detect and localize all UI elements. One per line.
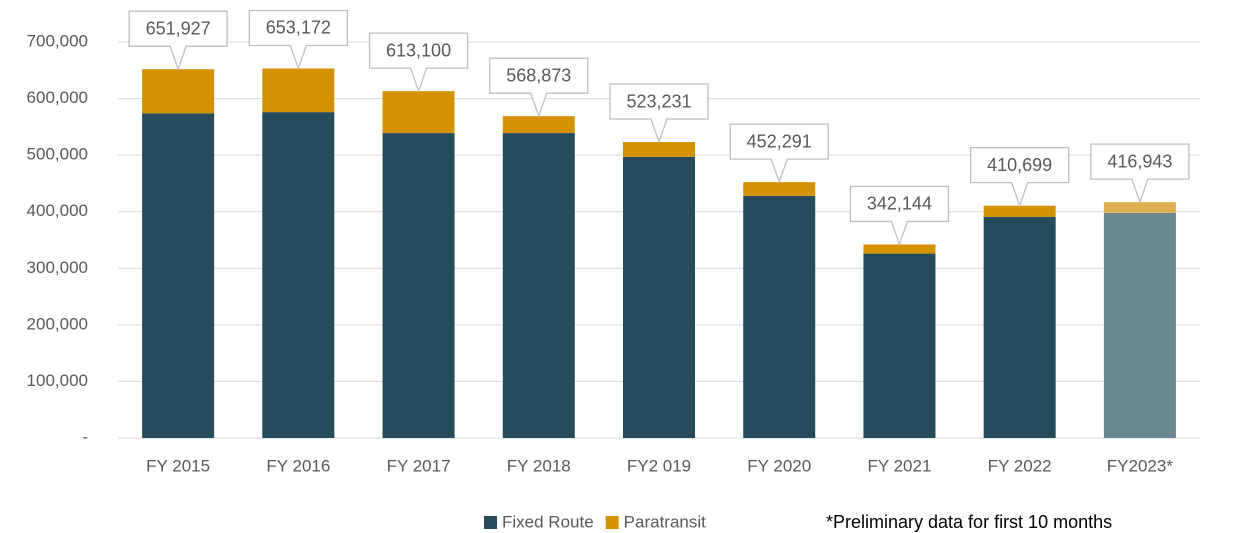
y-tick-label: 200,000 — [27, 314, 88, 333]
legend-label: Paratransit — [624, 512, 706, 531]
callout-box — [128, 10, 228, 72]
callout-box — [489, 57, 589, 119]
total-label: 613,100 — [386, 40, 451, 60]
bar-segment — [1103, 212, 1176, 438]
x-tick-label: FY2023* — [1107, 456, 1174, 475]
y-tick-label: - — [82, 427, 88, 446]
callout-box — [849, 185, 950, 247]
total-label: 568,873 — [506, 65, 571, 85]
x-tick-label: FY 2018 — [507, 456, 571, 475]
y-tick-label: 400,000 — [27, 201, 88, 220]
bar-segment — [142, 113, 215, 438]
callout-box — [609, 83, 709, 144]
bar-segment — [1103, 202, 1176, 213]
legend-swatch — [605, 516, 619, 529]
bar-segment — [863, 253, 936, 438]
note: *Preliminary data for first 10 months — [826, 512, 1112, 532]
total-label: 452,291 — [747, 131, 812, 151]
callout-box — [368, 32, 469, 94]
y-tick-label: 600,000 — [27, 88, 88, 107]
bar-segment — [382, 91, 455, 134]
x-tick-label: FY 2021 — [867, 456, 931, 475]
callout-box — [1090, 143, 1190, 205]
y-tick-label: 500,000 — [27, 145, 88, 164]
legend-swatch — [484, 516, 497, 529]
total-label: 410,699 — [987, 155, 1052, 175]
bar-segment — [262, 112, 335, 439]
total-label: 523,231 — [626, 91, 691, 111]
total-label: 342,144 — [867, 194, 932, 214]
total-label: 653,172 — [266, 18, 331, 38]
bar-segment — [623, 156, 695, 438]
legend-label: Fixed Route — [502, 512, 594, 531]
x-tick-label: FY 2016 — [266, 456, 330, 475]
bar-segment — [502, 116, 575, 134]
callout-box — [729, 123, 829, 185]
bar-segment — [502, 133, 575, 438]
callout-box — [248, 9, 348, 71]
bar-segment — [743, 182, 816, 196]
callout-box — [970, 147, 1070, 208]
bar-segment — [142, 69, 215, 114]
x-tick-label: FY 2015 — [146, 456, 210, 475]
total-label: 416,943 — [1107, 151, 1172, 171]
bar-segment — [983, 216, 1056, 438]
y-tick-label: 300,000 — [27, 258, 88, 277]
y-tick-label: 700,000 — [27, 31, 88, 50]
total-label: 651,927 — [146, 18, 211, 38]
bar-segment — [983, 205, 1056, 217]
x-tick-label: FY 2017 — [387, 456, 451, 475]
x-tick-label: FY 2022 — [988, 456, 1052, 475]
x-tick-label: FY2 019 — [627, 456, 691, 475]
y-tick-label: 100,000 — [27, 371, 88, 390]
bar-segment — [743, 195, 816, 438]
x-tick-label: FY 2020 — [747, 456, 811, 475]
bar-segment — [262, 68, 335, 113]
bar-segment — [863, 244, 936, 254]
bar-segment — [382, 133, 455, 438]
bar-segment — [623, 142, 695, 157]
